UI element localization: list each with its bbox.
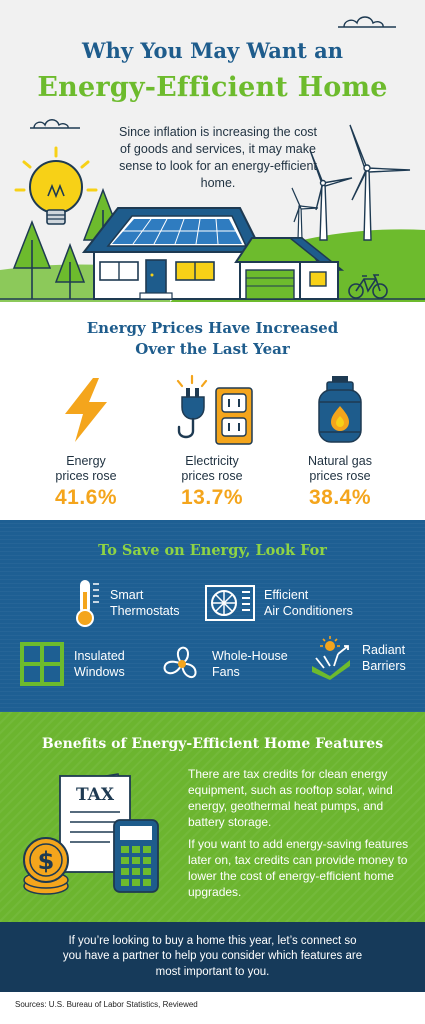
hero-section: Why You May Want an Energy-Efficient Hom… — [0, 0, 425, 302]
save-item-label-line1: Smart — [110, 588, 144, 602]
benefits-paragraph-2: If you want to add energy-saving feature… — [188, 837, 409, 899]
price-label: Electricity prices rose — [152, 454, 272, 484]
tax-illustration: TAX $ — [23, 773, 159, 895]
price-label-line1: Natural gas — [308, 454, 372, 468]
save-item-label-line1: Whole-House — [212, 649, 288, 663]
calculator-icon — [113, 819, 159, 893]
price-label-line2: prices rose — [181, 469, 243, 483]
cta-section: If you’re looking to buy a home this yea… — [0, 922, 425, 992]
wind-turbine-icon — [309, 149, 353, 241]
price-label-line2: prices rose — [309, 469, 371, 483]
save-energy-section: To Save on Energy, Look For Smart Thermo… — [0, 520, 425, 712]
benefits-section: Benefits of Energy-Efficient Home Featur… — [0, 712, 425, 922]
gas-tank-icon — [318, 376, 362, 443]
price-value: 38.4% — [308, 486, 372, 509]
hero-illustration — [0, 16, 425, 302]
save-item-air-conditioners: Efficient Air Conditioners — [204, 584, 353, 622]
save-item-label-line2: Thermostats — [110, 604, 180, 618]
save-item-label: Efficient Air Conditioners — [264, 587, 353, 619]
benefits-paragraph-1: There are tax credits for clean energy e… — [188, 767, 393, 829]
prices-title-line1: Energy Prices Have Increased — [86, 319, 339, 337]
light-bulb-icon — [14, 146, 98, 225]
hero-subtitle: Since inflation is increasing the cost o… — [118, 125, 318, 190]
dollar-coin-icon: $ — [23, 837, 69, 895]
house-icon — [81, 207, 264, 300]
save-item-label: Insulated Windows — [74, 648, 125, 680]
cloud-icon — [30, 119, 80, 129]
radiant-barrier-icon — [312, 636, 350, 680]
price-item-electricity: Electricity prices rose 13.7% — [152, 374, 272, 510]
wind-turbine-icon — [349, 124, 411, 241]
save-item-thermostats: Smart Thermostats — [72, 578, 179, 628]
fan-icon — [163, 646, 197, 679]
thermostat-icon — [76, 580, 99, 627]
lightning-bolt-icon — [65, 378, 107, 442]
save-item-fans: Whole-House Fans — [160, 642, 288, 686]
price-item-energy: Energy prices rose 41.6% — [26, 374, 146, 510]
price-value: 13.7% — [180, 486, 244, 509]
sources-text: Sources: U.S. Bureau of Labor Statistics… — [15, 1000, 198, 1009]
price-label-line1: Energy — [66, 454, 106, 468]
save-item-windows: Insulated Windows — [18, 640, 125, 688]
save-item-label: Smart Thermostats — [110, 587, 179, 619]
hero-title-line1: Why You May Want an — [81, 38, 343, 63]
air-conditioner-icon — [205, 585, 255, 621]
save-title: To Save on Energy, Look For — [98, 542, 327, 559]
garage-icon — [234, 237, 345, 300]
tree-icon — [54, 242, 86, 299]
price-label-line2: prices rose — [55, 469, 117, 483]
save-item-label: Whole-House Fans — [212, 648, 288, 680]
prices-title-line2: Over the Last Year — [135, 340, 290, 358]
cloud-icon — [338, 16, 396, 28]
save-item-label: Radiant Barriers — [362, 642, 406, 674]
price-item-natural-gas: Natural gas prices rose 38.4% — [280, 374, 400, 510]
save-item-radiant-barriers: Radiant Barriers — [308, 636, 406, 680]
price-label: Natural gas prices rose — [280, 454, 400, 484]
cta-text: If you’re looking to buy a home this yea… — [62, 934, 363, 978]
plug-outlet-icon — [176, 374, 253, 445]
svg-text:$: $ — [38, 847, 55, 875]
tax-label: TAX — [76, 785, 115, 805]
tree-icon — [12, 219, 52, 299]
bicycle-icon — [348, 274, 388, 299]
hero-title-line2: Energy-Efficient Home — [37, 72, 388, 103]
save-item-label-line2: Barriers — [362, 659, 406, 673]
benefits-title: Benefits of Energy-Efficient Home Featur… — [41, 736, 384, 752]
price-label: Energy prices rose — [26, 454, 146, 484]
price-label-line1: Electricity — [185, 454, 239, 468]
save-item-label-line1: Radiant — [362, 643, 406, 657]
save-item-label-line2: Windows — [74, 665, 125, 679]
save-item-label-line1: Efficient — [264, 588, 309, 602]
prices-title: Energy Prices Have Increased Over the La… — [0, 318, 425, 360]
wind-turbine-icon — [291, 187, 319, 241]
price-value: 41.6% — [54, 486, 118, 509]
save-item-label-line1: Insulated — [74, 649, 125, 663]
save-item-label-line2: Fans — [212, 665, 240, 679]
save-item-label-line2: Air Conditioners — [264, 604, 353, 618]
window-icon — [20, 642, 64, 686]
solar-panel-icon — [106, 215, 248, 247]
energy-prices-section: Energy Prices Have Increased Over the La… — [0, 302, 425, 520]
